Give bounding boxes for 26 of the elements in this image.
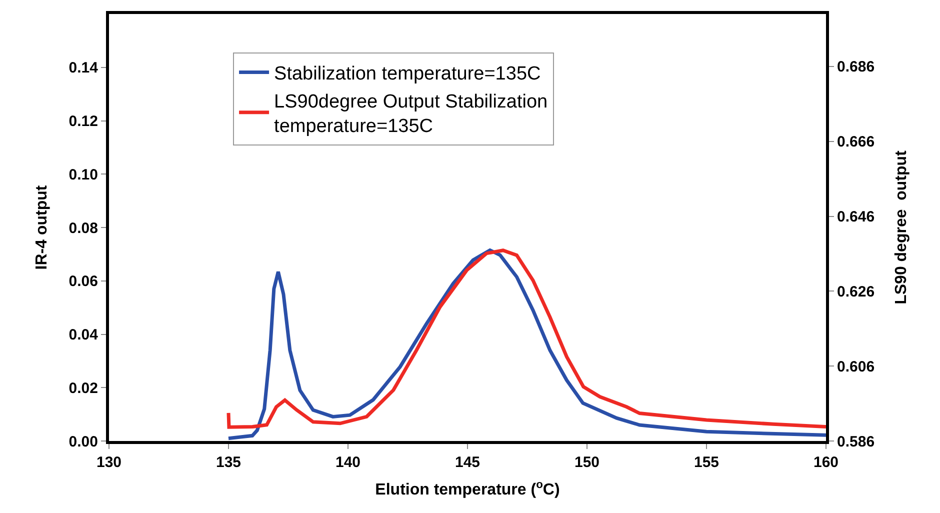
y2-tick-label: 0.626: [837, 283, 875, 300]
y-tick-label: 0.02: [68, 380, 98, 397]
y-tick-label: 0.04: [68, 326, 99, 344]
x-tick-label: 145: [454, 454, 480, 471]
y-tick-label: 0.08: [68, 220, 98, 237]
legend-label: Stabilization temperature=135C: [274, 64, 541, 85]
y-tick-label: 0.00: [68, 433, 98, 450]
legend-label: LS90degree Output Stabilization temperature=135C: [274, 91, 548, 138]
x-tick-label: 130: [96, 454, 122, 471]
x-tick-label: 155: [694, 454, 720, 471]
y2-tick-label: 0.686: [837, 58, 875, 76]
y-tick-label: 0.10: [68, 166, 98, 184]
x-axis-title: Elution temperature ($^{o}$C): [375, 478, 560, 499]
y2-tick-label: 0.606: [837, 358, 875, 376]
y-tick-label: 0.06: [68, 273, 98, 290]
x-tick-label: 150: [574, 454, 600, 471]
x-tick-label: 140: [335, 454, 361, 471]
y-tick-label: 0.14: [68, 60, 99, 77]
y2-tick-label: 0.586: [837, 433, 875, 450]
y2-tick-label: 0.646: [837, 208, 875, 226]
x-tick-label: 160: [813, 454, 839, 471]
y-axis-title: IR-4 output: [34, 184, 51, 270]
y2-tick-label: 0.666: [837, 134, 875, 151]
y2-axis-title: LS90 degree output: [893, 150, 910, 304]
y-tick-label: 0.12: [68, 113, 98, 130]
x-tick-label: 135: [216, 454, 242, 471]
